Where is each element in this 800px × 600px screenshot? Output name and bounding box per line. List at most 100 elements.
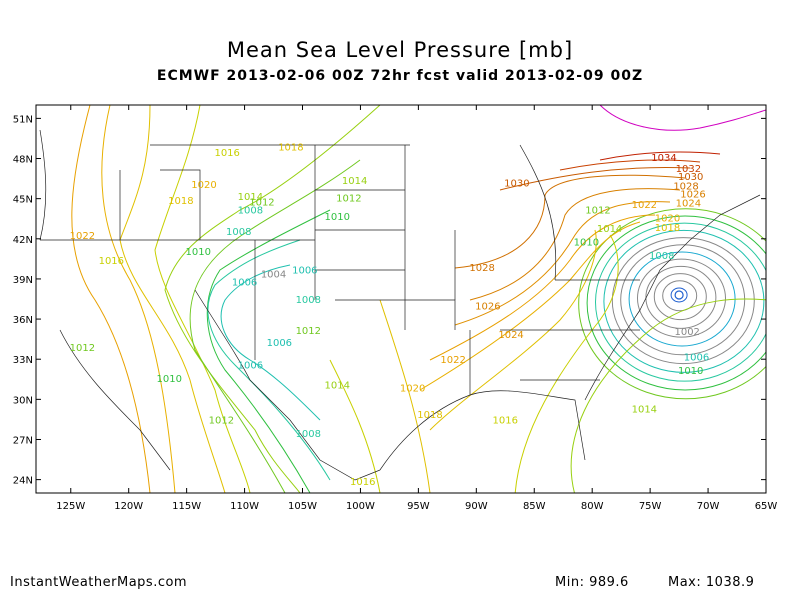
isobar-line <box>599 151 721 161</box>
isobar-value-label: 1020 <box>191 180 216 191</box>
isobar-value-label: 1022 <box>440 355 465 366</box>
isobar-ring <box>662 280 698 312</box>
lon-tick-label: 125W <box>56 501 85 512</box>
state-border <box>379 390 586 471</box>
isobar-value-label: 1032 <box>676 164 701 175</box>
isobar-line <box>499 166 691 191</box>
isobar-value-label: 1016 <box>99 256 124 267</box>
isobar-value-label: 1012 <box>336 193 361 204</box>
isobar-ring <box>653 273 707 321</box>
isobar-value-label: 1014 <box>238 192 263 203</box>
isobar-value-label: 1016 <box>350 477 375 488</box>
isobar-ring <box>586 215 766 391</box>
isobar-line <box>220 264 321 421</box>
lon-tick-label: 115W <box>172 501 201 512</box>
max-value: 1038.9 <box>705 575 755 590</box>
state-border <box>315 189 456 330</box>
lon-tick-label: 85W <box>523 501 546 512</box>
isobar-value-label: 1006 <box>238 361 263 372</box>
lat-tick-label: 36N <box>13 315 33 326</box>
lon-tick-label: 110W <box>230 501 259 512</box>
isobar-line <box>189 159 361 493</box>
isobar-line <box>570 298 766 493</box>
lat-tick-label: 42N <box>13 235 33 246</box>
low-pressure-center-marker <box>674 290 684 300</box>
isobar-line <box>559 159 701 171</box>
isobar-value-label: 1012 <box>70 343 95 354</box>
isobar-value-label: 1012 <box>585 205 610 216</box>
isobar-value-label: 1026 <box>680 189 705 200</box>
min-value: 989.6 <box>589 575 629 590</box>
isobar-value-label: 1002 <box>674 327 699 338</box>
map-frame <box>35 104 767 494</box>
isobar-value-label: 1014 <box>632 405 657 416</box>
isobar-value-label: 1008 <box>296 295 321 306</box>
isobar-value-label: 1008 <box>649 251 674 262</box>
isobar-value-label: 1008 <box>296 429 321 440</box>
isobar-ring <box>636 258 726 338</box>
isobar-value-label: 1014 <box>325 381 350 392</box>
isobar-line <box>454 174 686 269</box>
isobar-line <box>164 105 381 493</box>
isobar-value-label: 1024 <box>498 330 523 341</box>
isobar-value-label: 1030 <box>678 172 703 183</box>
isobar-line <box>154 105 251 493</box>
isobar-value-label: 1016 <box>214 148 239 159</box>
isobar-value-label: 1020 <box>400 383 425 394</box>
isobar-value-label: 1006 <box>267 338 292 349</box>
lat-tick-label: 30N <box>13 395 33 406</box>
state-border <box>40 169 201 241</box>
lat-tick-label: 48N <box>13 155 33 166</box>
isobar-value-label: 1010 <box>574 237 599 248</box>
isobar-value-label: 1014 <box>597 224 622 235</box>
axis-ticks-layer: 125W 120W 115W 110W 105W 100W 95W 90W 85W 80W 75W 7… <box>13 105 778 512</box>
lon-tick-label: 120W <box>114 501 143 512</box>
isobar-value-label: 1024 <box>676 199 701 210</box>
isobar-line <box>329 359 381 493</box>
isobar-value-label: 1012 <box>209 415 234 426</box>
max-readout: Max: 1038.9 <box>668 575 754 590</box>
isobar-value-label: 1034 <box>651 153 676 164</box>
state-border <box>584 194 761 401</box>
isobar-value-label: 1004 <box>261 270 286 281</box>
lat-tick-label: 51N <box>13 114 33 125</box>
state-borders-layer <box>39 129 761 481</box>
isobar-ring <box>578 208 766 400</box>
min-readout: Min: 989.6 <box>555 575 629 590</box>
isobar-value-label: 1008 <box>226 227 251 238</box>
state-border <box>39 129 171 471</box>
isobar-value-label: 1028 <box>469 263 494 274</box>
lon-tick-label: 75W <box>639 501 662 512</box>
isobar-line <box>514 234 619 493</box>
isobar-value-label: 1010 <box>185 247 210 258</box>
isobar-line <box>469 188 681 301</box>
isobar-ring <box>611 237 755 365</box>
isobar-value-label: 1016 <box>493 415 518 426</box>
isobar-value-label: 1022 <box>70 231 95 242</box>
lon-tick-label: 90W <box>465 501 488 512</box>
state-border <box>150 144 410 360</box>
state-border <box>194 289 381 481</box>
chart-title: Mean Sea Level Pressure [mb] <box>226 38 574 62</box>
isobar-ring <box>603 229 765 373</box>
isobar-line <box>206 209 331 493</box>
isobar-value-label: 1018 <box>417 410 442 421</box>
isobar-value-label: 1022 <box>632 200 657 211</box>
isobar-line <box>454 201 671 326</box>
isobar-ring <box>670 287 688 303</box>
isobar-value-label: 1012 <box>296 326 321 337</box>
isobar-line <box>419 221 641 391</box>
site-credit: InstantWeatherMaps.com <box>10 575 188 590</box>
isobar-value-label: 1010 <box>325 212 350 223</box>
isobar-value-label: 1030 <box>504 179 529 190</box>
isobar-line <box>599 105 766 131</box>
isobar-value-label: 1012 <box>249 197 274 208</box>
lat-tick-label: 39N <box>13 275 33 286</box>
lon-tick-label: 105W <box>288 501 317 512</box>
lat-tick-label: 27N <box>13 435 33 446</box>
isobar-value-label: 1018 <box>655 223 680 234</box>
isobar-line <box>379 299 431 493</box>
lon-tick-label: 65W <box>755 501 778 512</box>
chart-subtitle: ECMWF 2013-02-06 00Z 72hr fcst valid 201… <box>156 68 644 84</box>
